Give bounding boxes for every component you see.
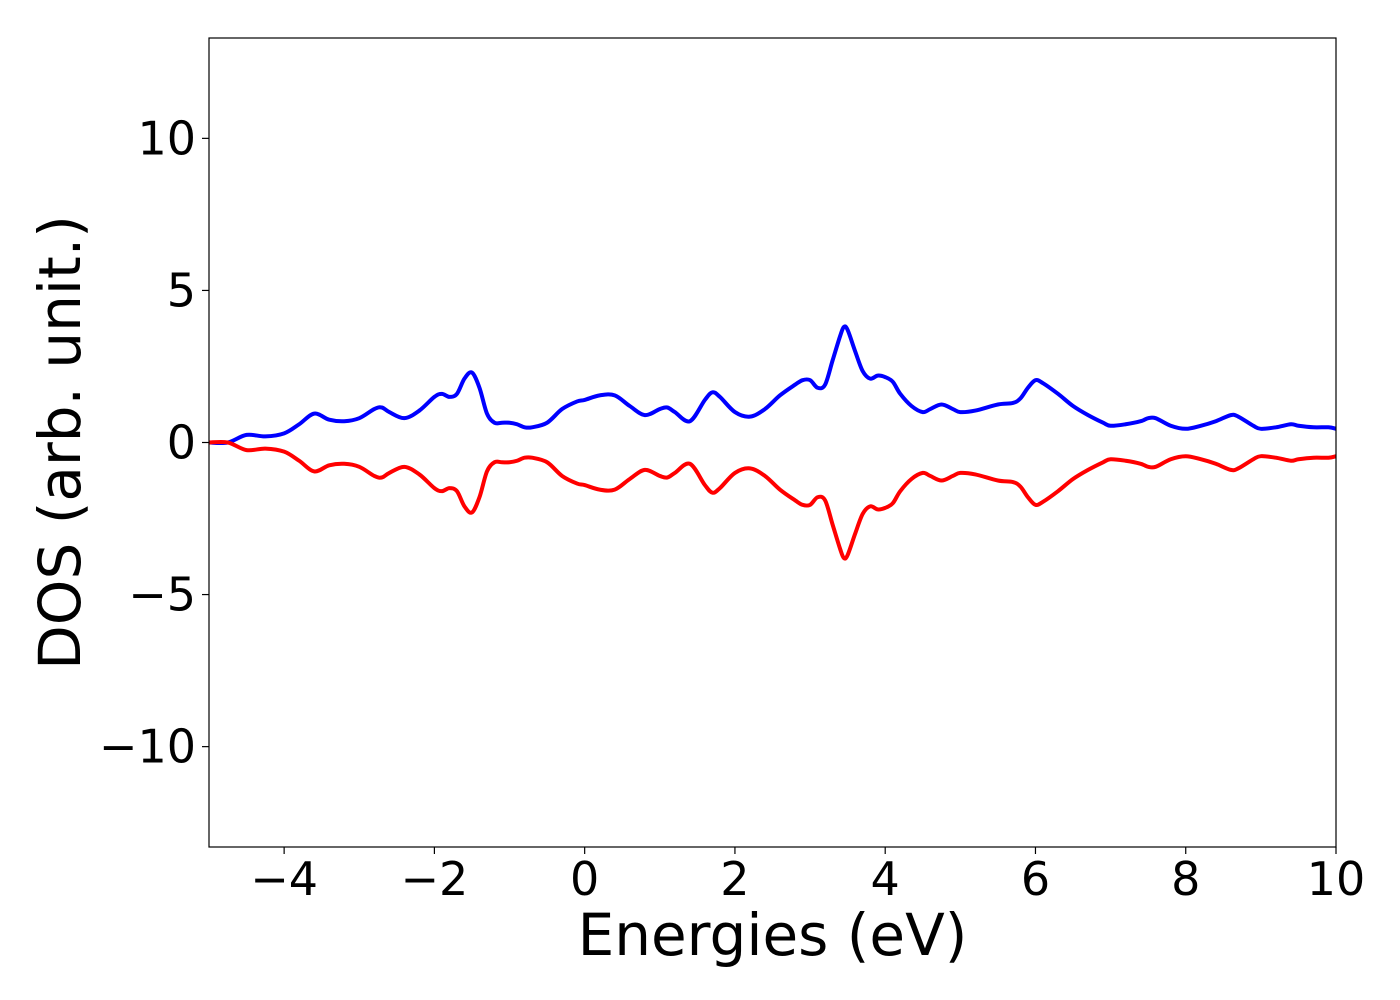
y-tick-label: 5 [167,263,196,317]
series-line-1 [208,324,1337,446]
tick-layer: −4 −2 0 2 4 6 8 10 −10 −5 0 5 10 [99,111,1365,906]
x-tick-label: −2 [400,852,468,906]
x-axis-label: Energies (eV) [578,901,968,969]
x-tick-label: 8 [1171,852,1200,906]
x-tick-label: −4 [250,852,318,906]
plot-area-frame [208,37,1337,848]
y-tick-label: 0 [167,416,196,470]
y-tick-label: 10 [137,111,196,165]
y-axis-label: DOS (arb. unit.) [26,215,94,670]
series-layer [208,324,1337,561]
x-tick-label: 4 [871,852,900,906]
x-tick-label: 6 [1021,852,1050,906]
x-tick-label: 2 [720,852,749,906]
y-tick-label: −5 [128,568,196,622]
y-tick-label: −10 [99,720,196,774]
x-tick-label: 10 [1307,852,1366,906]
series-line-2 [208,439,1337,561]
x-tick-label: 0 [570,852,599,906]
